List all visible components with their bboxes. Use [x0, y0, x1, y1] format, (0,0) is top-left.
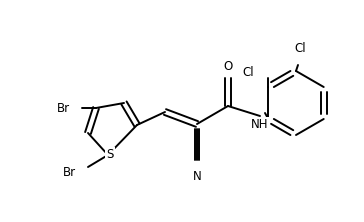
- Text: Cl: Cl: [243, 67, 254, 79]
- Text: O: O: [223, 60, 233, 73]
- Text: Br: Br: [63, 165, 76, 178]
- Text: N: N: [193, 170, 201, 183]
- Text: Cl: Cl: [294, 42, 306, 55]
- Text: Br: Br: [57, 101, 70, 115]
- Text: NH: NH: [251, 118, 269, 131]
- Text: S: S: [106, 147, 114, 161]
